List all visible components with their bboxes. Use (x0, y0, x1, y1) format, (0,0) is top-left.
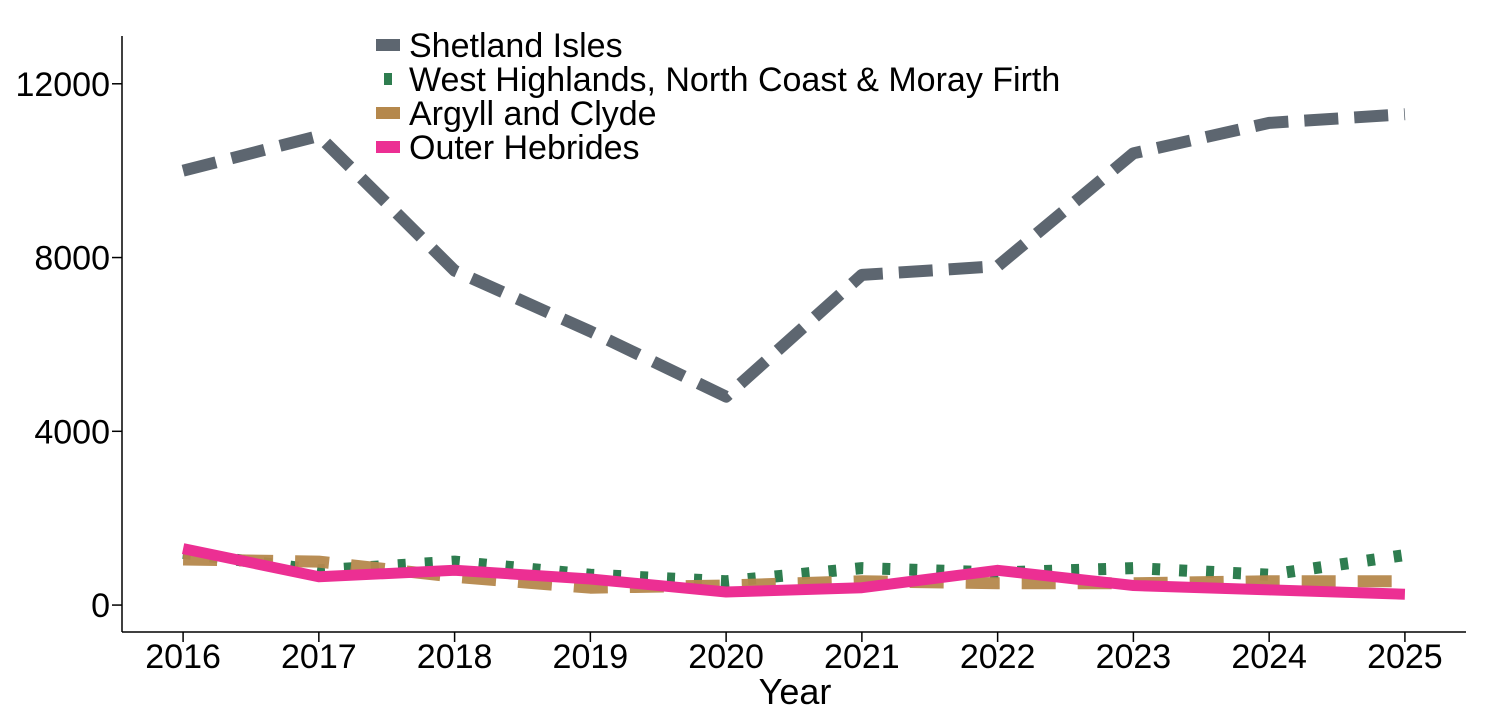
series-line-3 (181, 543, 1406, 600)
x-tick-label: 2018 (417, 638, 493, 676)
x-tick-label: 2019 (553, 638, 629, 676)
x-tick-label: 2023 (1096, 638, 1172, 676)
y-tick-label: 8000 (34, 240, 110, 278)
legend-label-0: Shetland Isles (409, 27, 623, 65)
x-tick-label: 2016 (145, 638, 221, 676)
legend-label-3: Outer Hebrides (409, 129, 640, 167)
axes (121, 36, 1466, 633)
x-ticks: 2016 2017 2018 2019 2020 2021 2022 2023 2024 2025 (145, 632, 1443, 676)
x-tick-label: 2017 (281, 638, 357, 676)
x-axis-title: Year (759, 671, 832, 712)
y-tick-label: 4000 (34, 413, 110, 451)
legend-label-2: Argyll and Clyde (409, 95, 657, 133)
y-tick-label: 0 (91, 587, 110, 625)
x-tick-label: 2024 (1231, 638, 1307, 676)
series-line-0 (181, 108, 1406, 403)
x-tick-label: 2020 (688, 638, 764, 676)
x-tick-label: 2021 (824, 638, 900, 676)
y-ticks: 0 4000 8000 12000 (15, 66, 122, 625)
legend-label-1: West Highlands, North Coast & Moray Firt… (409, 61, 1060, 99)
y-tick-label: 12000 (15, 66, 110, 104)
x-tick-label: 2022 (960, 638, 1036, 676)
series-lines (181, 108, 1406, 600)
x-tick-label: 2025 (1367, 638, 1443, 676)
